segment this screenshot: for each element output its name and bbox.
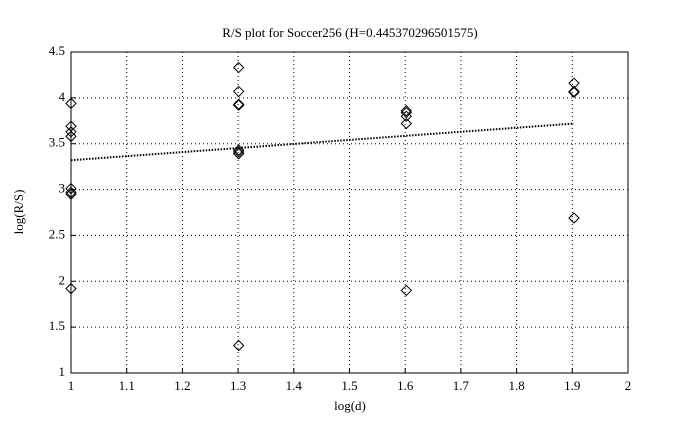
x-tick-label: 2	[625, 378, 632, 393]
x-tick-label: 1	[68, 378, 75, 393]
chart-title: R/S plot for Soccer256 (H=0.445370296501…	[222, 25, 477, 40]
plot-frame	[70, 51, 629, 374]
scatter-point	[568, 77, 580, 89]
x-tick-label: 1.3	[230, 378, 246, 393]
scatter-point	[232, 61, 245, 74]
scatter-point	[232, 148, 245, 160]
scatter-point	[232, 146, 245, 158]
scatter-point	[400, 104, 413, 117]
y-tick-label: 3	[59, 181, 66, 196]
x-tick-label: 1.8	[508, 378, 524, 393]
x-tick-label: 1.6	[397, 378, 414, 393]
scatter-point	[65, 282, 77, 295]
x-tick-label: 1.7	[453, 378, 470, 393]
y-tick-label: 1.5	[49, 318, 65, 333]
y-tick-label: 1	[59, 364, 66, 379]
x-tick-label: 1.4	[286, 378, 303, 393]
scatter-point	[400, 110, 413, 122]
scatter-point	[400, 284, 413, 297]
scatter-point	[65, 130, 77, 143]
scatter-point	[232, 339, 245, 352]
scatter-point	[65, 182, 77, 195]
y-tick-label: 2.5	[49, 226, 65, 241]
scatter-point	[568, 86, 580, 99]
y-tick-label: 4.5	[49, 43, 65, 58]
y-axis-label: log(R/S)	[11, 190, 26, 235]
scatter-point	[568, 85, 580, 98]
y-tick-label: 4	[59, 89, 66, 104]
fit-line	[70, 122, 575, 162]
y-tick-label: 3.5	[49, 135, 65, 150]
scatter-point	[65, 97, 77, 110]
x-tick-label: 1.2	[174, 378, 190, 393]
scatter-point	[65, 186, 77, 199]
scatter-point	[232, 99, 245, 111]
y-tick-label: 2	[59, 272, 66, 287]
scatter-point	[65, 126, 77, 138]
x-tick-label: 1.5	[341, 378, 357, 393]
x-tick-label: 1.9	[564, 378, 580, 393]
x-axis-label: log(d)	[334, 398, 366, 413]
scatter-point	[232, 98, 245, 110]
x-tick-label: 1.1	[119, 378, 135, 393]
scatter-point	[400, 117, 413, 130]
scatter-point	[400, 106, 413, 119]
scatter-point	[232, 85, 245, 98]
scatter-point	[568, 212, 580, 224]
scatter-point	[65, 188, 77, 200]
